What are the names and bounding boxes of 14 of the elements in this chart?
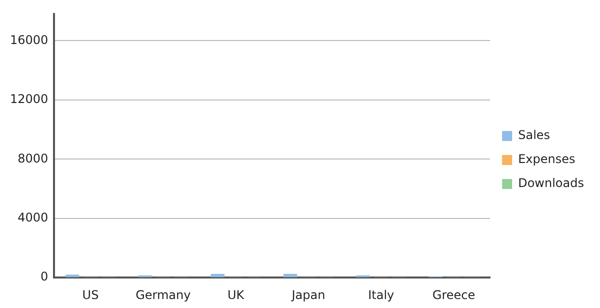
x-tick-label: UK xyxy=(227,288,246,302)
x-tick-label: Germany xyxy=(136,288,191,302)
legend-label: Expenses xyxy=(518,152,576,166)
x-tick-label: Greece xyxy=(432,288,476,302)
y-tick-label: 12000 xyxy=(10,92,48,106)
x-tick-label: Japan xyxy=(290,288,326,302)
y-tick-label: 8000 xyxy=(18,151,48,166)
legend-label: Sales xyxy=(518,128,550,142)
x-tick-label: Italy xyxy=(368,288,394,302)
y-tick-label: 4000 xyxy=(18,210,48,224)
legend-label: Downloads xyxy=(518,176,584,190)
y-tick-label: 16000 xyxy=(10,32,48,47)
x-tick-label: US xyxy=(82,288,99,302)
y-tick-label: 0 xyxy=(40,270,48,284)
